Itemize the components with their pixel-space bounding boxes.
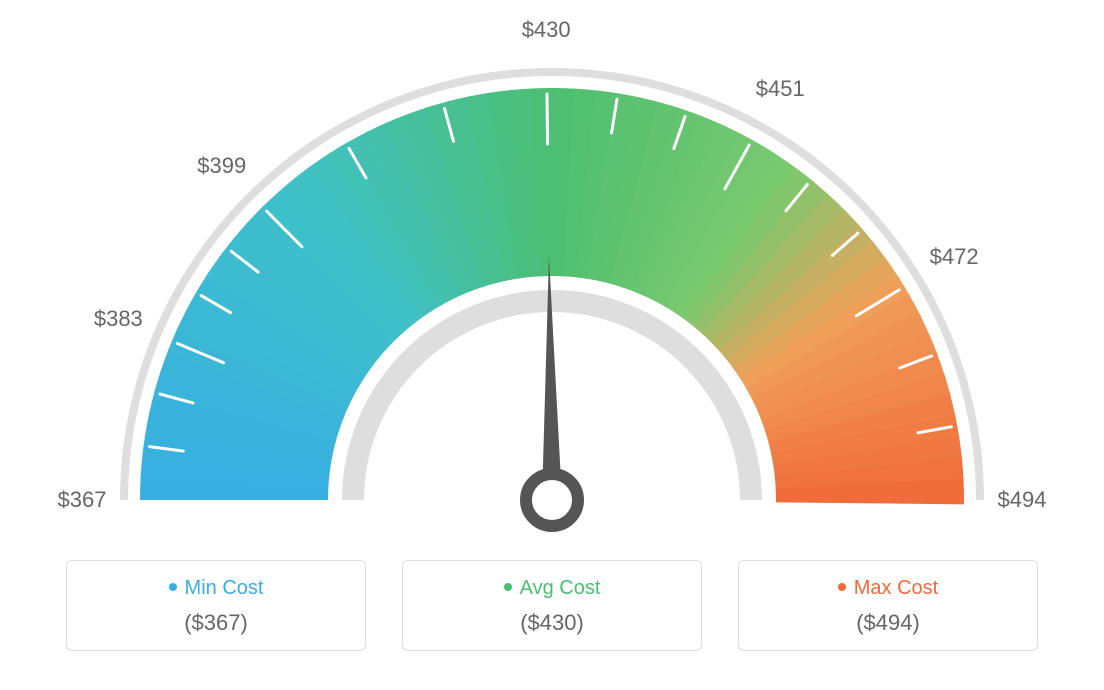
legend-card-max: Max Cost ($494) — [738, 560, 1038, 651]
legend-label: Avg Cost — [520, 577, 601, 599]
legend-row: Min Cost ($367) Avg Cost ($430) Max Cost ($49… — [0, 560, 1104, 671]
gauge-tick-label: $451 — [756, 76, 805, 102]
gauge-tick — [547, 94, 548, 144]
legend-value: ($430) — [413, 610, 691, 636]
legend-title-min: Min Cost — [77, 577, 355, 600]
gauge-tick-label: $383 — [94, 306, 143, 332]
legend-label: Min Cost — [185, 577, 264, 599]
legend-value: ($367) — [77, 610, 355, 636]
legend-title-max: Max Cost — [749, 577, 1027, 600]
legend-label: Max Cost — [854, 577, 938, 599]
legend-dot-icon — [504, 583, 512, 591]
gauge-svg — [0, 0, 1104, 560]
gauge-tick-label: $494 — [998, 487, 1047, 513]
gauge-chart: $367 $383 $399 $430 $451 $472 $494 — [0, 0, 1104, 560]
gauge-tick-label: $367 — [58, 487, 107, 513]
legend-card-avg: Avg Cost ($430) — [402, 560, 702, 651]
gauge-tick-label: $472 — [930, 244, 979, 270]
legend-card-min: Min Cost ($367) — [66, 560, 366, 651]
gauge-tick-label: $399 — [197, 153, 246, 179]
legend-dot-icon — [169, 583, 177, 591]
gauge-needle-hub — [526, 474, 578, 526]
legend-dot-icon — [838, 583, 846, 591]
gauge-tick-label: $430 — [522, 17, 571, 43]
legend-title-avg: Avg Cost — [413, 577, 691, 600]
legend-value: ($494) — [749, 610, 1027, 636]
